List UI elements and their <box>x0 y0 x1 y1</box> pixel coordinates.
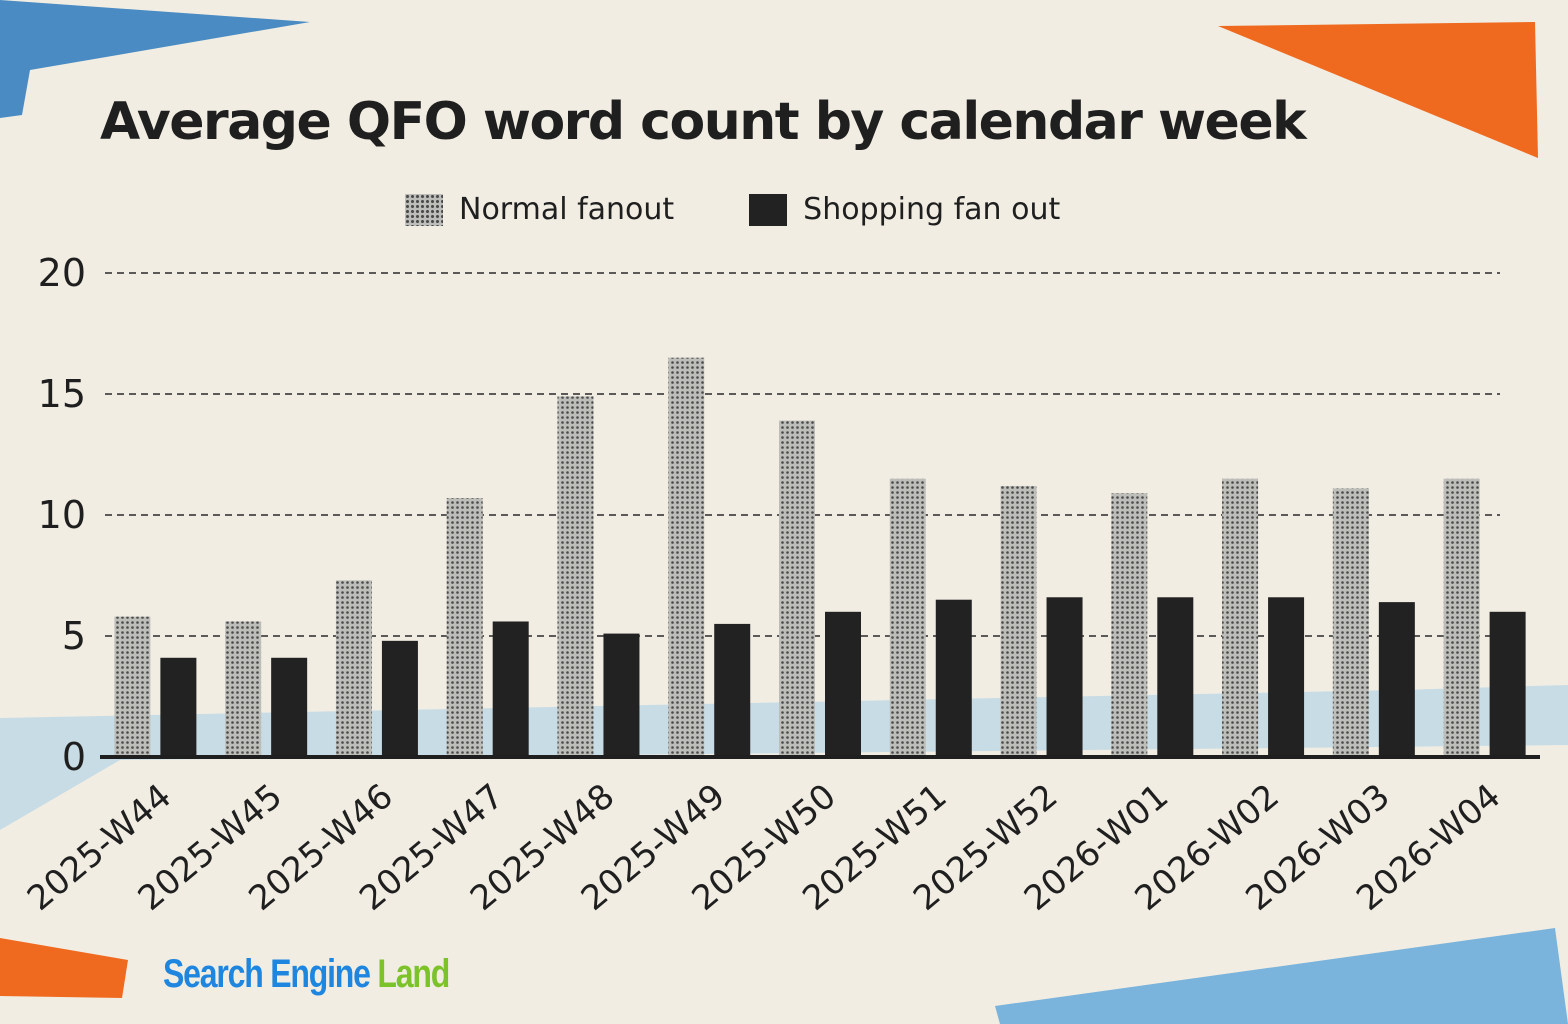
chart-legend: Normal fanout Shopping fan out <box>405 192 1135 227</box>
search-engine-land-logo[interactable]: Search Engine Land <box>163 952 450 997</box>
bar-normal-fanout-2026-w03 <box>1332 488 1369 757</box>
bar-normal-fanout-2025-w47 <box>446 498 483 757</box>
bar-normal-fanout-2025-w51 <box>889 478 926 757</box>
bar-shopping-fan-out-2025-w45 <box>271 657 308 757</box>
blue-shape-bottom-right <box>995 928 1568 1024</box>
bar-normal-fanout-2025-w52 <box>1000 485 1037 757</box>
y-tick-label-0: 0 <box>62 735 86 779</box>
y-tick-label-15: 15 <box>38 372 86 416</box>
bar-shopping-fan-out-2025-w47 <box>492 621 529 757</box>
bar-normal-fanout-2025-w45 <box>225 621 262 757</box>
bar-shopping-fan-out-2026-w02 <box>1268 597 1305 757</box>
orange-corner-shape-top-right <box>1218 22 1538 158</box>
chart-title: Average QFO word count by calendar week <box>100 92 1307 152</box>
y-tick-label-5: 5 <box>62 614 86 658</box>
bar-shopping-fan-out-2025-w44 <box>160 657 197 757</box>
x-tick-labels: 2025-W442025-W452025-W462025-W472025-W48… <box>20 776 1508 919</box>
brand-name-part2: Land <box>377 952 450 996</box>
bar-shopping-fan-out-2025-w46 <box>381 640 418 757</box>
legend-label-normal-fanout: Normal fanout <box>459 192 675 227</box>
bars <box>114 357 1526 757</box>
bar-shopping-fan-out-2026-w04 <box>1489 611 1526 757</box>
bar-shopping-fan-out-2026-w01 <box>1157 597 1194 757</box>
y-tick-label-20: 20 <box>38 251 86 295</box>
bar-shopping-fan-out-2025-w48 <box>603 633 640 757</box>
bar-normal-fanout-2025-w50 <box>779 420 815 757</box>
legend-swatch-normal-fanout <box>405 193 443 226</box>
bar-shopping-fan-out-2025-w49 <box>714 623 751 757</box>
bar-normal-fanout-2025-w49 <box>668 357 705 757</box>
bar-shopping-fan-out-2025-w51 <box>935 599 972 757</box>
bar-normal-fanout-2025-w46 <box>335 580 372 757</box>
legend-item-normal-fanout: Normal fanout <box>405 192 674 227</box>
bar-normal-fanout-2025-w44 <box>114 616 151 757</box>
bar-normal-fanout-2026-w01 <box>1111 493 1148 757</box>
bar-normal-fanout-2026-w04 <box>1443 478 1480 757</box>
bar-shopping-fan-out-2025-w52 <box>1046 597 1083 757</box>
legend-swatch-shopping-fan-out <box>749 193 788 226</box>
legend-item-shopping-fan-out: Shopping fan out <box>749 192 1060 227</box>
brand-name-part1: Search Engine <box>163 952 371 996</box>
y-tick-labels: 0 5 10 15 20 <box>38 251 86 779</box>
bar-normal-fanout-2026-w02 <box>1222 478 1259 757</box>
bar-normal-fanout-2025-w48 <box>557 396 594 757</box>
bar-shopping-fan-out-2025-w50 <box>825 611 861 757</box>
legend-label-shopping-fan-out: Shopping fan out <box>803 192 1061 227</box>
y-tick-label-10: 10 <box>38 493 86 537</box>
orange-shape-bottom-left <box>0 938 128 998</box>
bar-shopping-fan-out-2026-w03 <box>1378 602 1415 757</box>
blue-corner-shape-top-left <box>0 0 310 118</box>
